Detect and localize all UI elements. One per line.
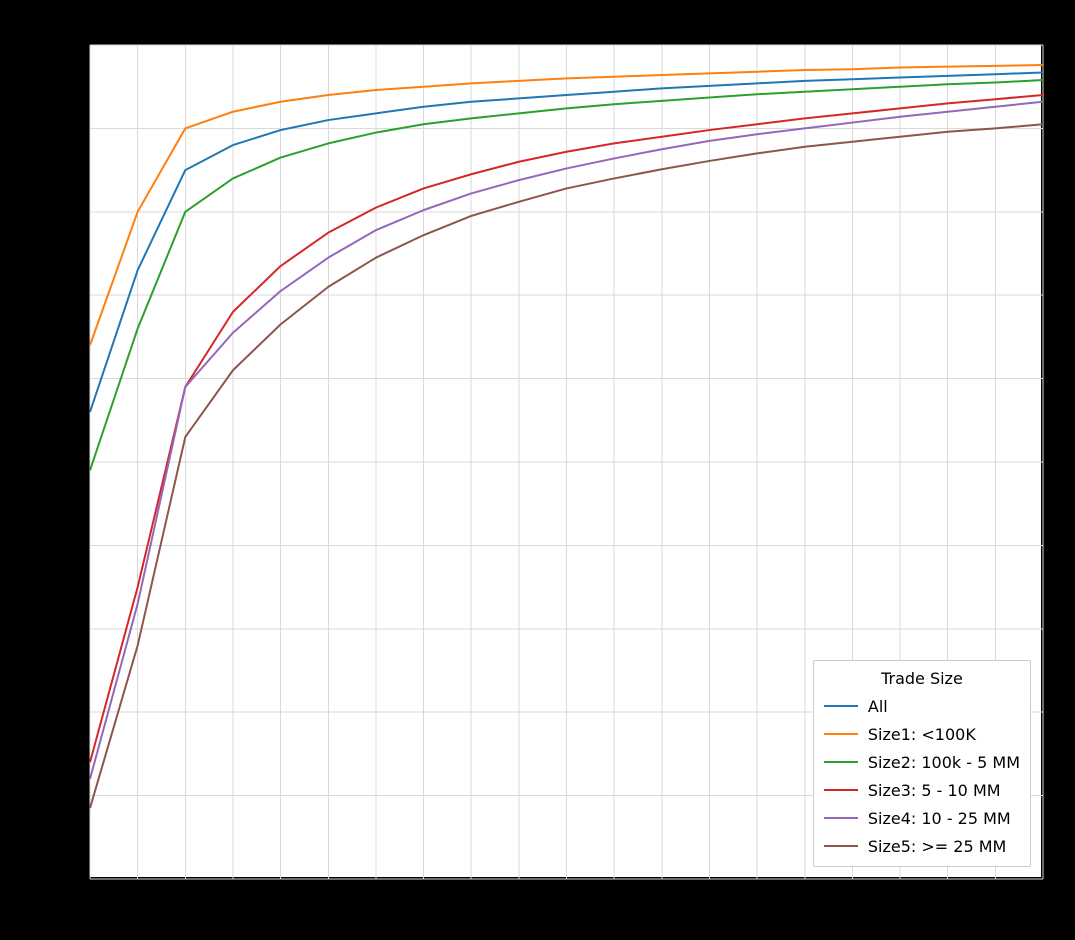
legend-row: Size1: <100K bbox=[824, 720, 1020, 748]
legend-title: Trade Size bbox=[824, 669, 1020, 688]
legend-label: Size5: >= 25 MM bbox=[868, 837, 1006, 856]
legend-row: Size3: 5 - 10 MM bbox=[824, 776, 1020, 804]
legend-swatch bbox=[824, 705, 858, 707]
legend-label: Size2: 100k - 5 MM bbox=[868, 753, 1020, 772]
chart-plot-area: Trade Size All Size1: <100K Size2: 100k - … bbox=[89, 44, 1042, 878]
legend-swatch bbox=[824, 761, 858, 763]
legend-row: Size5: >= 25 MM bbox=[824, 832, 1020, 860]
legend-swatch bbox=[824, 845, 858, 847]
legend-label: Size1: <100K bbox=[868, 725, 976, 744]
legend-row: Size2: 100k - 5 MM bbox=[824, 748, 1020, 776]
legend-items: All Size1: <100K Size2: 100k - 5 MM Size3: … bbox=[824, 692, 1020, 860]
legend-swatch bbox=[824, 733, 858, 735]
legend-swatch bbox=[824, 817, 858, 819]
legend-swatch bbox=[824, 789, 858, 791]
legend-label: All bbox=[868, 697, 888, 716]
legend-label: Size4: 10 - 25 MM bbox=[868, 809, 1011, 828]
legend-row: Size4: 10 - 25 MM bbox=[824, 804, 1020, 832]
legend-row: All bbox=[824, 692, 1020, 720]
legend-label: Size3: 5 - 10 MM bbox=[868, 781, 1001, 800]
chart-legend: Trade Size All Size1: <100K Size2: 100k - … bbox=[813, 660, 1031, 867]
